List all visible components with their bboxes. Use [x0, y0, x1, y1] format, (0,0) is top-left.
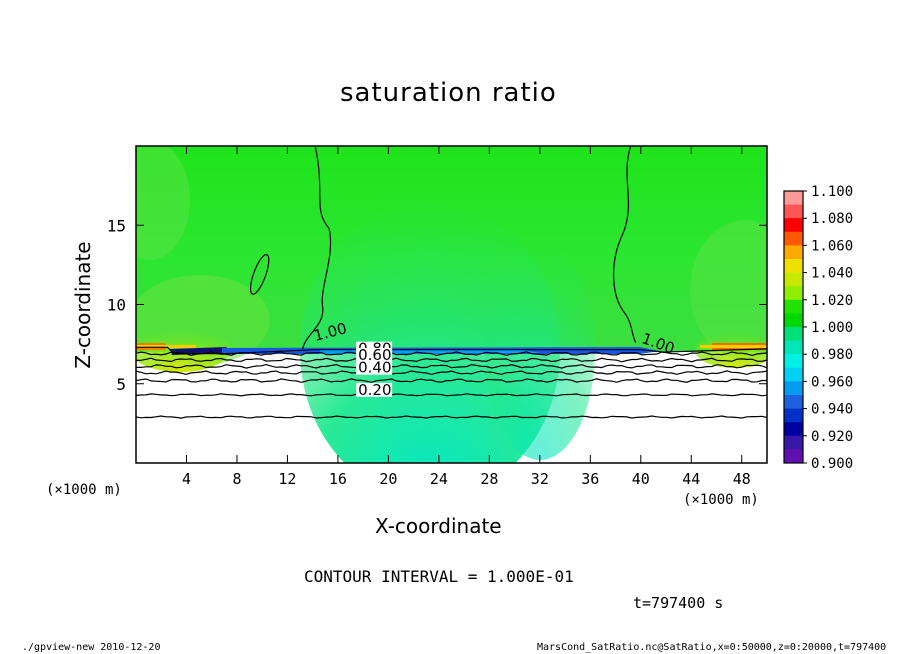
- colorbar-swatch: [784, 204, 803, 219]
- colorbar-swatch: [784, 381, 803, 396]
- contour-label: 0.60: [358, 346, 391, 364]
- contour-label: 0.20: [358, 381, 391, 399]
- chart-title: saturation ratio: [340, 78, 557, 108]
- x-axis: 4 8 12 16 20 24 28 32 36 40 44 48: [182, 146, 751, 488]
- colorbar-label: 1.020: [811, 293, 853, 309]
- footer-program-date: ./gpview-new 2010-12-20: [22, 642, 161, 653]
- colorbar-swatch: [784, 231, 803, 246]
- x-axis-unit: (×1000 m): [683, 492, 759, 508]
- colorbar-swatch: [784, 408, 803, 423]
- contour-line: [136, 415, 767, 419]
- colorbar: 1.100 1.080 1.060 1.040 1.020 1.000 0.980 0.960…: [783, 184, 853, 472]
- colorbar-label: 0.980: [811, 347, 853, 363]
- x-tick-label: 12: [278, 470, 296, 488]
- contour-line-1: [136, 346, 767, 355]
- colorbar-swatch: [784, 340, 803, 355]
- y-axis-unit: (×1000 m): [46, 482, 122, 498]
- colorbar-label: 1.080: [811, 211, 853, 227]
- y-tick-label: 15: [107, 216, 126, 235]
- contour-label-bg: [356, 360, 393, 375]
- colorbar-swatch: [784, 299, 803, 314]
- footer-data-source: MarsCond_SatRatio.nc@SatRatio,x=0:50000,…: [537, 642, 887, 653]
- x-tick-label: 36: [581, 470, 599, 488]
- contour-line: [136, 378, 767, 384]
- colorbar-swatch: [784, 367, 803, 382]
- y-axis: 5 10 15: [107, 216, 767, 394]
- colorbar-swatch: [784, 286, 803, 301]
- colorbar-label: 0.940: [811, 402, 853, 418]
- x-tick-label: 16: [329, 470, 347, 488]
- x-tick-label: 32: [531, 470, 549, 488]
- x-tick-label: 4: [182, 470, 191, 488]
- colorbar-label: 0.920: [811, 429, 853, 445]
- colorbar-label: 1.040: [811, 266, 853, 282]
- x-tick-label: 28: [480, 470, 498, 488]
- saturation-field: [136, 146, 767, 463]
- contour-line-1: [302, 146, 332, 350]
- contour-line-1: [249, 253, 270, 295]
- contour-line: [136, 370, 767, 376]
- colorbar-label: 1.000: [811, 320, 853, 336]
- x-tick-label: 20: [379, 470, 397, 488]
- contour-line: [136, 357, 767, 363]
- x-tick-label: 44: [682, 470, 700, 488]
- x-tick-label: 8: [232, 470, 241, 488]
- contour-interval-text: CONTOUR INTERVAL = 1.000E-01: [304, 567, 574, 586]
- colorbar-swatch: [784, 313, 803, 328]
- colorbar-label: 0.960: [811, 374, 853, 390]
- y-axis-label: Z-coordinate: [71, 241, 95, 369]
- contour-line-1: [613, 146, 637, 343]
- y-tick-label: 5: [116, 375, 126, 394]
- colorbar-swatch: [784, 191, 803, 206]
- contour-label-bg: [356, 382, 393, 397]
- colorbar-swatch: [784, 354, 803, 369]
- colorbar-swatch: [784, 259, 803, 274]
- time-label: t=797400 s: [633, 594, 724, 612]
- y-tick-label: 10: [107, 296, 126, 315]
- x-tick-label: 48: [733, 470, 751, 488]
- colorbar-swatch: [784, 327, 803, 342]
- colorbar-swatch: [784, 435, 803, 450]
- colorbar-swatch: [784, 422, 803, 437]
- colorbar-swatch: [784, 449, 803, 464]
- colorbar-swatch: [784, 218, 803, 233]
- colorbar-swatch: [784, 245, 803, 260]
- contour-line: [136, 393, 767, 397]
- x-axis-label: X-coordinate: [375, 514, 502, 538]
- colorbar-label: 1.060: [811, 238, 853, 254]
- colorbar-swatch: [784, 395, 803, 410]
- contour-line: [136, 363, 767, 369]
- x-tick-label: 40: [632, 470, 650, 488]
- colorbar-label: 1.100: [811, 184, 853, 200]
- colorbar-swatch: [784, 272, 803, 287]
- contour-lines: [136, 146, 767, 419]
- x-tick-label: 24: [430, 470, 448, 488]
- colorbar-label: 0.900: [811, 456, 853, 472]
- contour-label-bg: [356, 347, 393, 362]
- contour-labels: 1.001.000.800.600.400.20: [312, 319, 677, 399]
- contour-label: 0.40: [358, 359, 391, 377]
